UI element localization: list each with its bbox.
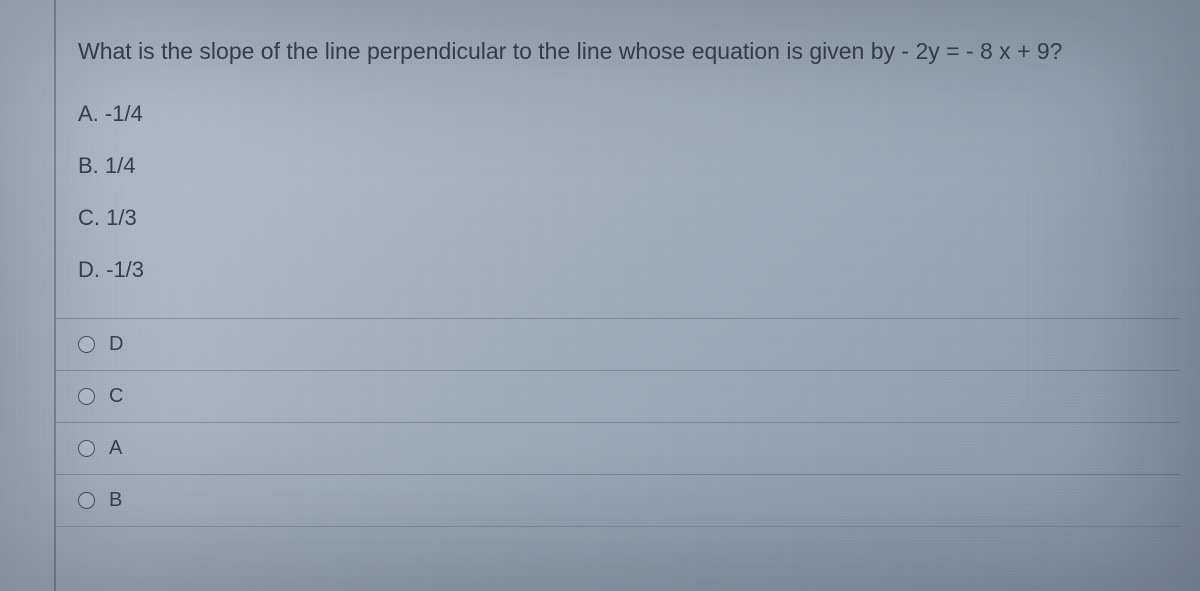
option-d-row[interactable]: D	[56, 318, 1180, 370]
answer-b-value: 1/4	[105, 153, 136, 178]
answer-a-letter: A.	[78, 101, 99, 126]
option-c-label: C	[109, 385, 123, 408]
option-d-label: D	[109, 333, 123, 356]
question-prompt: What is the slope of the line perpendicu…	[56, 18, 1180, 88]
left-divider	[54, 0, 56, 591]
quiz-container: What is the slope of the line perpendicu…	[56, 18, 1180, 591]
answer-definitions: A. -1/4 B. 1/4 C. 1/3 D. -1/3	[56, 88, 1180, 296]
answer-c-letter: C.	[78, 205, 100, 230]
radio-icon[interactable]	[78, 492, 95, 509]
option-a-label: A	[109, 437, 122, 460]
answer-d-value: -1/3	[106, 257, 144, 282]
answer-c-value: 1/3	[106, 205, 137, 230]
option-c-row[interactable]: C	[56, 370, 1180, 422]
answer-b: B. 1/4	[78, 140, 1158, 192]
answer-a: A. -1/4	[78, 88, 1158, 140]
answer-d: D. -1/3	[78, 244, 1158, 296]
radio-icon[interactable]	[78, 388, 95, 405]
option-a-row[interactable]: A	[56, 422, 1180, 474]
option-b-label: B	[109, 489, 122, 512]
option-b-row[interactable]: B	[56, 474, 1180, 527]
answer-a-value: -1/4	[105, 101, 143, 126]
answer-c: C. 1/3	[78, 192, 1158, 244]
radio-options: D C A B	[56, 318, 1180, 527]
answer-b-letter: B.	[78, 153, 99, 178]
radio-icon[interactable]	[78, 336, 95, 353]
radio-icon[interactable]	[78, 440, 95, 457]
answer-d-letter: D.	[78, 257, 100, 282]
